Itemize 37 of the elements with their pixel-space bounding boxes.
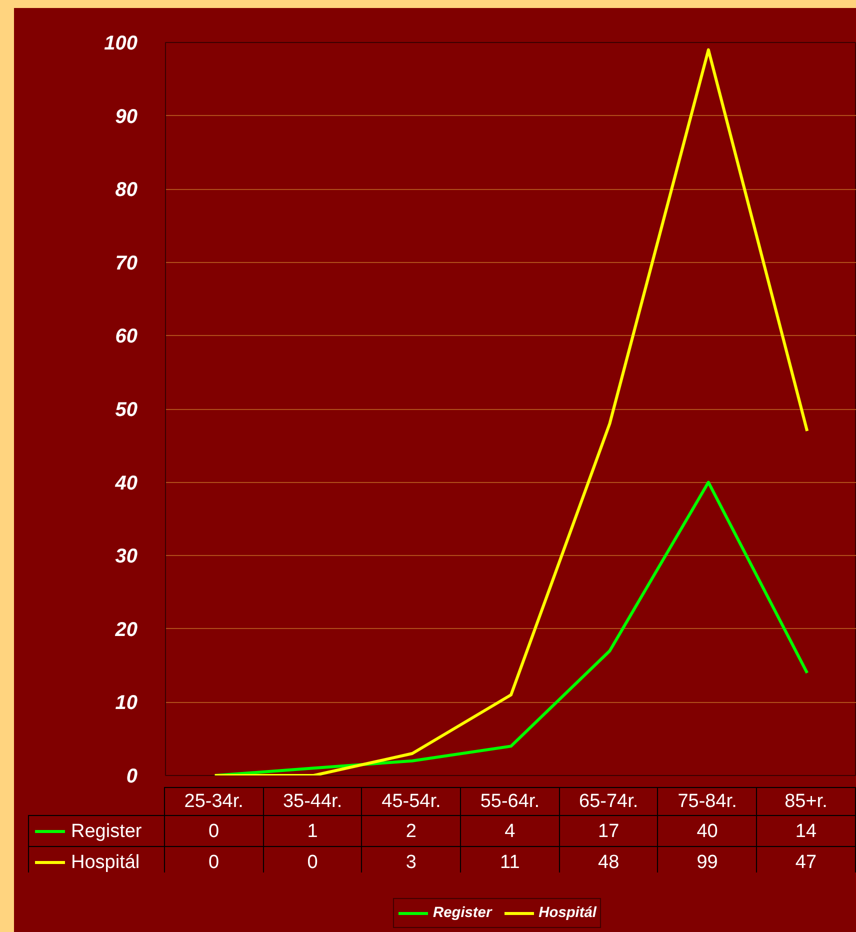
data-label: 2 [362, 816, 461, 847]
y-tick-label: 100 [104, 32, 138, 54]
data-label: 1 [263, 816, 362, 847]
x-tick-label: 25-34r. [164, 788, 264, 816]
data-label: 48 [559, 846, 658, 878]
y-tick-label: 90 [115, 106, 138, 128]
line-series [213, 48, 809, 776]
x-tick-label: 75-84r. [658, 788, 757, 816]
y-tick-label: 30 [115, 546, 138, 568]
x-tick-label: 85+r. [756, 788, 856, 816]
data-label: 4 [460, 816, 560, 847]
data-label: 3 [362, 846, 461, 878]
y-tick-label: 70 [115, 252, 138, 274]
data-label: 17 [559, 816, 658, 847]
y-tick-label: 20 [114, 618, 138, 641]
x-tick-label: 65-74r. [559, 788, 658, 816]
data-label: 0 [164, 816, 264, 847]
data-label: 0 [164, 846, 264, 878]
x-tick-label: 35-44r. [263, 788, 362, 816]
text: Hospitál [538, 905, 596, 921]
legend-label: Hospitál [71, 852, 140, 873]
text: Register [433, 905, 492, 921]
data-label: 40 [658, 816, 757, 847]
data-label: 99 [658, 846, 757, 878]
data-label: 11 [460, 846, 560, 878]
data-label: 14 [756, 816, 856, 847]
y-tick-label: 80 [115, 179, 138, 202]
y-tick-label: 10 [115, 692, 138, 714]
y-tick-label: 40 [114, 472, 138, 494]
x-tick-label: 45-54r. [362, 788, 461, 816]
x-tick-label: 55-64r. [460, 788, 560, 816]
y-tick-label: 0 [126, 766, 138, 788]
y-tick-label: 60 [115, 326, 138, 348]
legend-label: Register [71, 820, 142, 842]
data-label: 0 [263, 846, 362, 878]
data-label: 47 [756, 846, 856, 878]
y-tick-label: 50 [115, 399, 138, 421]
